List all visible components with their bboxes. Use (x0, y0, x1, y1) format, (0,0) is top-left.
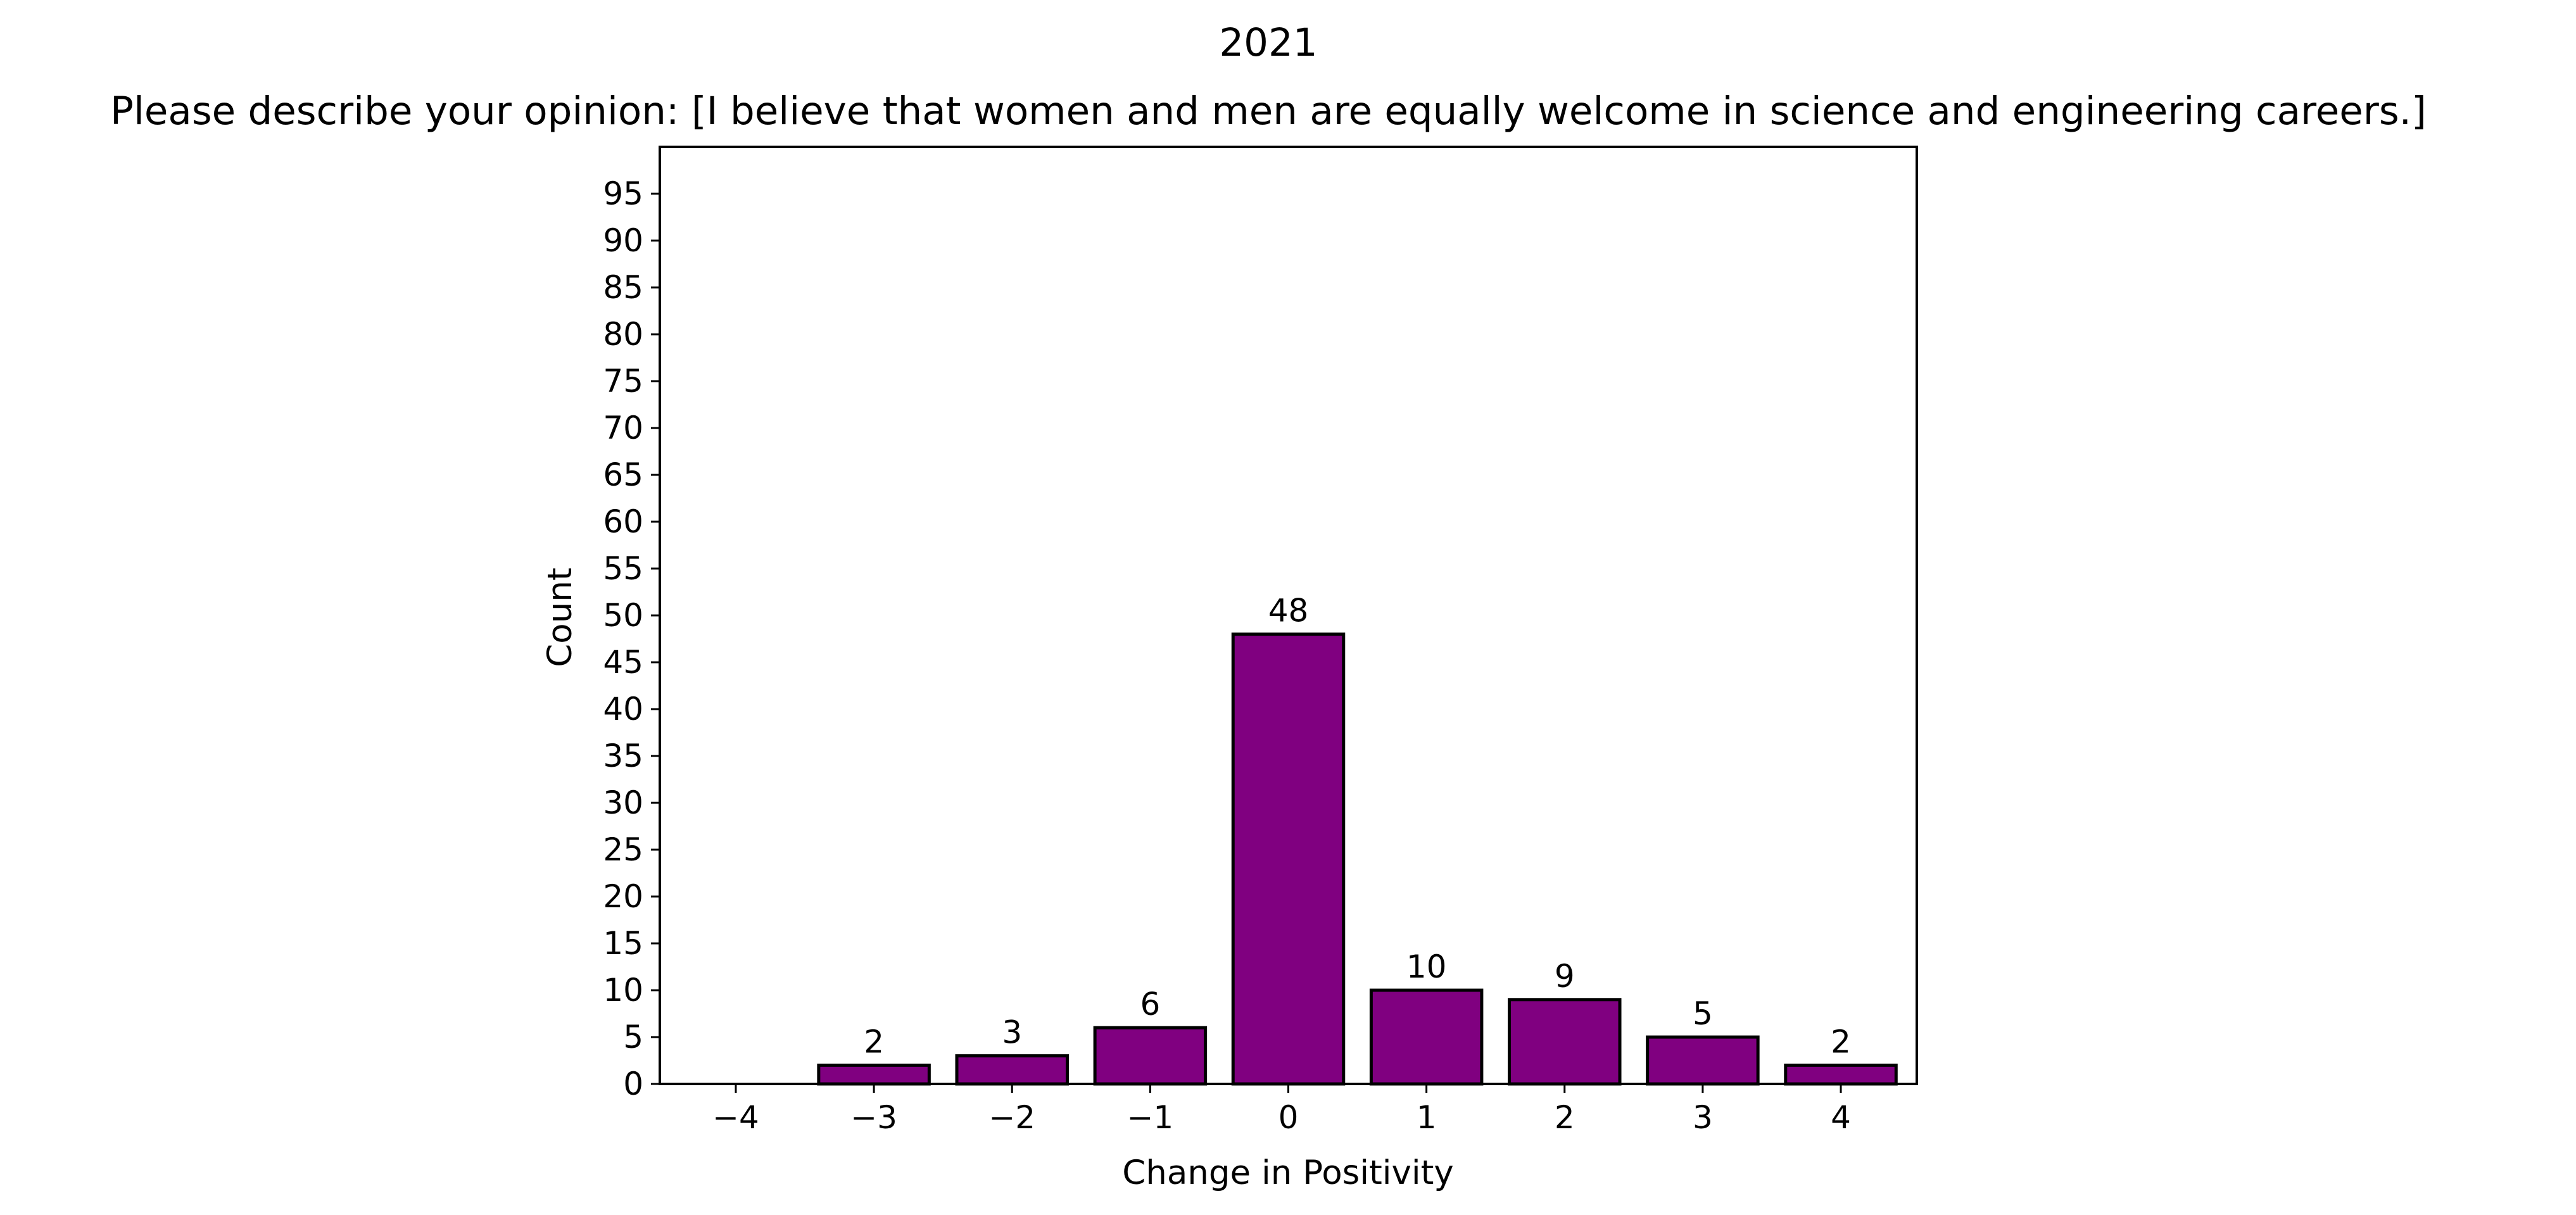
y-tick-label: 75 (603, 363, 643, 400)
bar (1231, 633, 1346, 1086)
x-tick-label: −4 (712, 1099, 759, 1136)
y-tick-label: 20 (603, 878, 643, 915)
y-tick-label: 5 (623, 1019, 643, 1055)
y-tick-label: 90 (603, 222, 643, 259)
y-tick-label: 0 (623, 1066, 643, 1102)
x-axis-label: Change in Positivity (1122, 1154, 1454, 1192)
y-tick-label: 60 (603, 503, 643, 540)
x-tick-label: 3 (1693, 1099, 1713, 1136)
y-tick-label: 45 (603, 644, 643, 681)
bar (1369, 988, 1484, 1086)
y-tick-label: 35 (603, 738, 643, 774)
y-tick-label: 95 (603, 175, 643, 212)
y-tick-label: 50 (603, 597, 643, 634)
y-tick-label: 85 (603, 269, 643, 306)
x-tick-label: 0 (1279, 1099, 1299, 1136)
bar-value-label: 10 (1406, 948, 1447, 985)
bar-value-label: 6 (1140, 986, 1160, 1023)
x-tick-label: 2 (1555, 1099, 1575, 1136)
chart-subtitle: Please describe your opinion: [I believe… (110, 89, 2427, 134)
y-tick-label: 15 (603, 925, 643, 962)
x-tick-label: 1 (1417, 1099, 1437, 1136)
bar (1093, 1026, 1208, 1086)
bar (1646, 1035, 1760, 1086)
y-tick-label: 55 (603, 550, 643, 587)
bar-value-label: 5 (1693, 995, 1713, 1032)
bar (817, 1063, 931, 1086)
y-axis-label: Count (541, 567, 579, 667)
y-tick-label: 30 (603, 784, 643, 821)
bar-value-label: 9 (1555, 958, 1575, 995)
x-tick-label: −3 (850, 1099, 897, 1136)
y-tick-label: 70 (603, 410, 643, 446)
bar (1784, 1063, 1898, 1086)
x-tick-label: −1 (1127, 1099, 1174, 1136)
y-tick-label: 40 (603, 691, 643, 727)
bar (1508, 998, 1622, 1086)
y-tick-label: 10 (603, 972, 643, 1009)
x-tick-label: 4 (1831, 1099, 1851, 1136)
plot-frame (659, 146, 1918, 1085)
y-tick-label: 25 (603, 831, 643, 868)
chart-title: 2021 (1219, 20, 1317, 65)
y-tick-label: 80 (603, 316, 643, 353)
x-tick-label: −2 (988, 1099, 1035, 1136)
bar-value-label: 48 (1268, 593, 1309, 629)
bar-value-label: 2 (1831, 1023, 1851, 1060)
y-tick-label: 65 (603, 456, 643, 493)
bar-value-label: 3 (1002, 1014, 1022, 1051)
bar (955, 1054, 1069, 1086)
bar-value-label: 2 (864, 1023, 884, 1060)
